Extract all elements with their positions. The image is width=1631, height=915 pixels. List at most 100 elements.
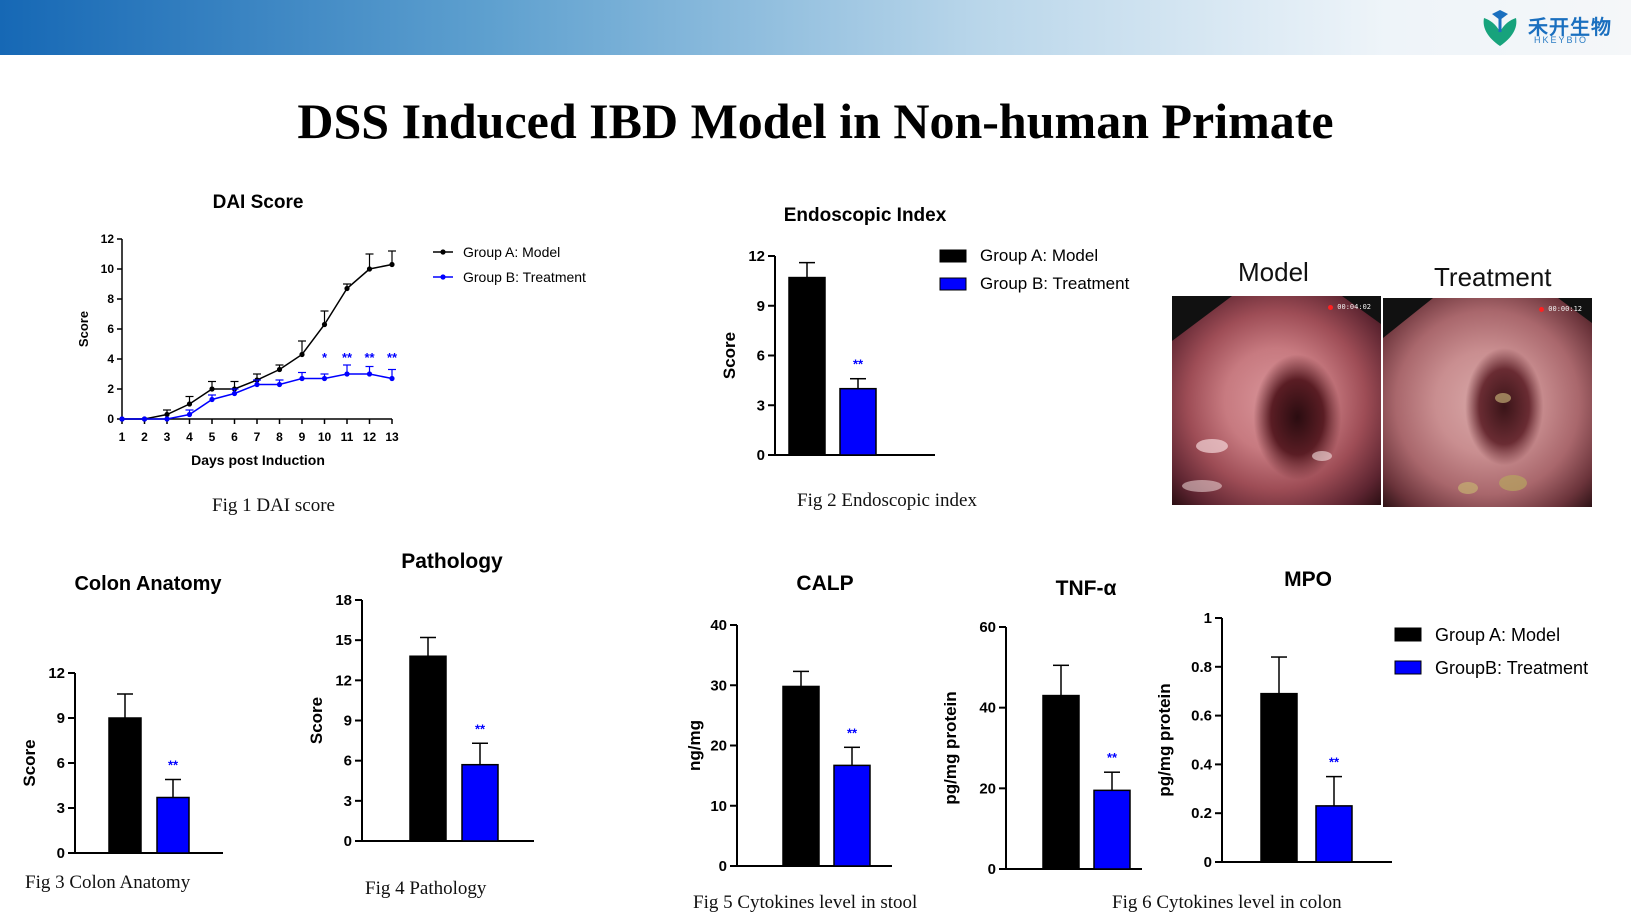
y-axis-label: Score bbox=[720, 332, 739, 379]
point-model bbox=[366, 266, 373, 272]
fig4-caption: Fig 4 Pathology bbox=[365, 878, 487, 899]
chart-title: TNF-α bbox=[1056, 577, 1117, 600]
x-tick-label: 10 bbox=[318, 430, 332, 444]
tnf-alpha-chart: TNF-α 0 20 40 60 pg/mg protein ** bbox=[941, 577, 1142, 878]
y-tick-label: 3 bbox=[757, 397, 765, 414]
treatment-corner-mask bbox=[1383, 298, 1592, 494]
bar-treatment bbox=[839, 387, 877, 456]
x-tick-label: 8 bbox=[276, 430, 283, 444]
point-model bbox=[276, 366, 283, 373]
fig6-caption: Fig 6 Cytokines level in colon bbox=[1112, 892, 1342, 913]
fig2-caption: Fig 2 Endoscopic index bbox=[797, 490, 977, 511]
y-tick-label: 40 bbox=[710, 617, 727, 634]
x-tick-label: 5 bbox=[209, 430, 216, 444]
point-treatment bbox=[119, 416, 125, 422]
significance-marker: ** bbox=[168, 758, 179, 773]
bar-model bbox=[409, 655, 447, 842]
legend-swatch bbox=[939, 277, 967, 291]
y-axis-label: Score bbox=[20, 739, 39, 786]
model-corner-mask bbox=[1172, 296, 1381, 492]
series-line bbox=[122, 263, 393, 420]
x-tick-label: 2 bbox=[141, 430, 148, 444]
significance-marker: ** bbox=[387, 350, 398, 365]
significance-marker: ** bbox=[475, 721, 486, 736]
bar-treatment bbox=[156, 796, 190, 854]
y-tick-label: 0 bbox=[988, 861, 996, 878]
y-tick-label: 6 bbox=[757, 348, 765, 365]
y-tick-label: 0 bbox=[719, 858, 727, 875]
y-axis-label: pg/mg protein bbox=[1155, 683, 1174, 796]
point-model bbox=[299, 351, 305, 358]
y-tick-label: 0.8 bbox=[1191, 659, 1212, 676]
point-treatment bbox=[164, 416, 170, 422]
x-tick-label: 3 bbox=[164, 430, 171, 444]
y-tick-label: 0 bbox=[57, 845, 65, 862]
y-tick-label: 3 bbox=[57, 800, 65, 817]
point-model bbox=[344, 285, 350, 292]
point-treatment bbox=[299, 375, 305, 382]
point-treatment bbox=[366, 371, 373, 377]
top-banner bbox=[0, 0, 1631, 55]
chart-title: MPO bbox=[1284, 568, 1332, 591]
significance-marker: * bbox=[322, 350, 328, 365]
page-title: DSS Induced IBD Model in Non-human Prima… bbox=[297, 93, 1334, 149]
x-tick-label: 9 bbox=[299, 430, 306, 444]
treatment-photo-label: Treatment bbox=[1434, 262, 1552, 292]
model-photo-label: Model bbox=[1238, 257, 1309, 287]
point-treatment bbox=[321, 375, 328, 382]
x-tick-label: 1 bbox=[119, 430, 126, 444]
x-tick-label: 12 bbox=[363, 430, 377, 444]
y-tick-label: 0 bbox=[757, 447, 765, 464]
legend-label: Group A: Model bbox=[463, 244, 560, 260]
point-treatment bbox=[231, 390, 238, 397]
y-tick-label: 0.6 bbox=[1191, 708, 1212, 725]
point-model bbox=[321, 321, 328, 328]
bar-treatment bbox=[461, 763, 499, 842]
legend-label: Group B: Treatment bbox=[463, 269, 586, 285]
point-treatment bbox=[209, 396, 215, 403]
y-tick-label: 12 bbox=[748, 248, 765, 265]
y-tick-label: 0.2 bbox=[1191, 805, 1212, 822]
y-tick-label: 12 bbox=[101, 232, 115, 246]
chart-title: DAI Score bbox=[213, 192, 304, 213]
endoscopic-index-chart: Endoscopic Index 0 3 6 9 12 Score ** Group A: Mo… bbox=[720, 205, 1130, 464]
y-tick-label: 1 bbox=[1204, 610, 1212, 627]
model-timestamp: 00:04:02 bbox=[1328, 303, 1371, 311]
significance-marker: ** bbox=[1329, 755, 1340, 770]
chart-title: Endoscopic Index bbox=[784, 205, 947, 226]
x-tick-label: 13 bbox=[385, 430, 399, 444]
chart-title: CALP bbox=[796, 572, 853, 595]
bar-treatment bbox=[1315, 805, 1353, 863]
treatment-timestamp: 00:00:12 bbox=[1539, 305, 1582, 313]
point-model bbox=[164, 411, 170, 418]
point-treatment bbox=[344, 371, 350, 377]
y-tick-label: 3 bbox=[344, 793, 352, 810]
legend-label: Group A: Model bbox=[1435, 625, 1560, 645]
y-tick-label: 10 bbox=[101, 262, 115, 276]
y-tick-label: 6 bbox=[107, 322, 114, 336]
point-treatment bbox=[389, 375, 395, 382]
calp-chart: CALP 0 10 20 30 40 ng/mg ** bbox=[685, 572, 892, 875]
legend-label: Group B: Treatment bbox=[980, 274, 1130, 293]
significance-marker: ** bbox=[853, 357, 864, 372]
x-tick-label: 4 bbox=[186, 430, 193, 444]
leaf-logo-icon bbox=[1483, 10, 1517, 46]
y-tick-label: 4 bbox=[107, 352, 114, 366]
y-tick-label: 60 bbox=[979, 619, 996, 636]
legend-label: GroupB: Treatment bbox=[1435, 658, 1588, 678]
significance-marker: ** bbox=[847, 725, 858, 740]
y-tick-label: 9 bbox=[57, 710, 65, 727]
point-treatment bbox=[141, 416, 148, 422]
chart-title: Pathology bbox=[401, 550, 503, 573]
bar-model bbox=[1042, 694, 1080, 870]
logo-english-text: HKEYBIO bbox=[1534, 35, 1589, 45]
bar-model bbox=[1260, 692, 1298, 863]
bar-model bbox=[788, 276, 826, 456]
point-treatment bbox=[254, 381, 260, 388]
y-tick-label: 0 bbox=[107, 412, 114, 426]
legend-swatch bbox=[939, 249, 967, 263]
y-axis-label: Score bbox=[76, 311, 91, 347]
y-tick-label: 20 bbox=[710, 738, 727, 755]
point-model bbox=[209, 386, 215, 392]
y-tick-label: 20 bbox=[979, 780, 996, 797]
